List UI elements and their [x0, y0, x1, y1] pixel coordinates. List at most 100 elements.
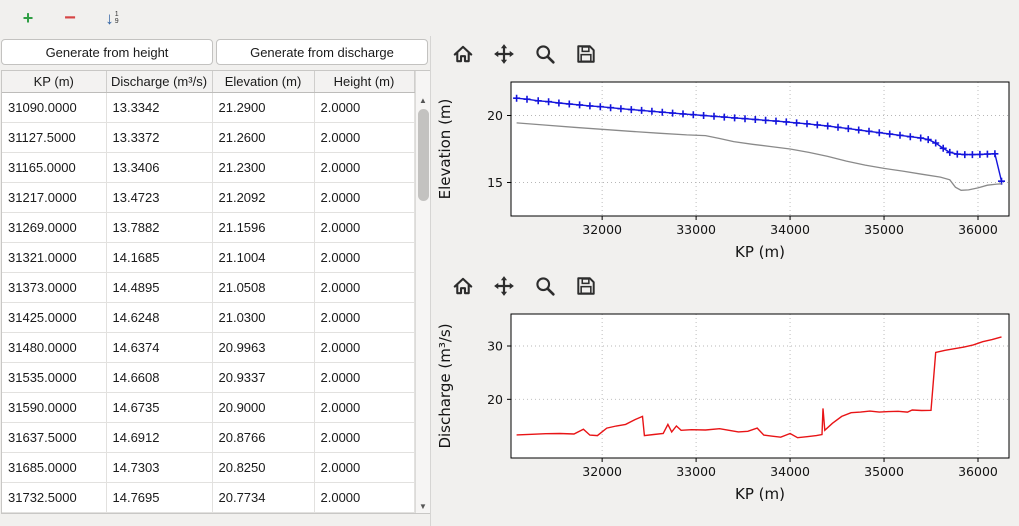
svg-text:35000: 35000: [864, 222, 904, 237]
column-header[interactable]: Height (m): [314, 71, 415, 93]
table-cell[interactable]: 14.6248: [106, 302, 213, 333]
home-button[interactable]: [447, 39, 479, 69]
table-cell[interactable]: 31590.0000: [2, 392, 107, 423]
column-header[interactable]: Discharge (m³/s): [106, 71, 213, 93]
table-cell[interactable]: 2.0000: [314, 122, 415, 153]
table-cell[interactable]: 14.6608: [106, 362, 213, 393]
table-cell[interactable]: 31127.5000: [2, 122, 107, 153]
table-cell[interactable]: 13.7882: [106, 212, 213, 243]
column-header[interactable]: KP (m): [2, 71, 107, 93]
generate-from-discharge-button[interactable]: Generate from discharge: [216, 39, 428, 65]
table-row: 31480.0000 14.6374 20.9963 2.0000: [2, 332, 415, 363]
table-cell[interactable]: 20.7734: [212, 482, 315, 513]
table-row: 31321.0000 14.1685 21.1004 2.0000: [2, 242, 415, 273]
table-cell[interactable]: 31535.0000: [2, 362, 107, 393]
table-cell[interactable]: 31637.5000: [2, 422, 107, 453]
table-cell[interactable]: 2.0000: [314, 242, 415, 273]
zoom-button[interactable]: [529, 271, 561, 301]
generate-from-height-button[interactable]: Generate from height: [1, 39, 213, 65]
discharge-chart[interactable]: 32000 33000 34000 35000 36000 20 30 KP (m) Disch…: [433, 304, 1019, 504]
add-row-button[interactable]: +: [10, 4, 46, 32]
table-cell[interactable]: 21.2092: [212, 182, 315, 213]
table-cell[interactable]: 2.0000: [314, 92, 415, 123]
table-cell[interactable]: 20.9000: [212, 392, 315, 423]
y-axis-label: Elevation (m): [436, 99, 454, 200]
save-button[interactable]: [570, 39, 602, 69]
table-cell[interactable]: 13.3372: [106, 122, 213, 153]
save-button[interactable]: [570, 271, 602, 301]
table-cell[interactable]: 2.0000: [314, 182, 415, 213]
table-row: 31269.0000 13.7882 21.1596 2.0000: [2, 212, 415, 243]
axes-frame: [510, 81, 1010, 217]
vertical-scrollbar[interactable]: ▲ ▼: [414, 71, 430, 513]
y-axis-label: Discharge (m³/s): [436, 323, 454, 448]
table-cell[interactable]: 2.0000: [314, 332, 415, 363]
table-cell[interactable]: 31732.5000: [2, 482, 107, 513]
table-cell[interactable]: 21.0300: [212, 302, 315, 333]
sort-digit-bottom: 9: [114, 18, 119, 25]
table-cell[interactable]: 21.1004: [212, 242, 315, 273]
series-discharge: [516, 336, 1002, 439]
table-cell[interactable]: 2.0000: [314, 452, 415, 483]
table-cell[interactable]: 20.9963: [212, 332, 315, 363]
table-cell[interactable]: 21.2600: [212, 122, 315, 153]
table-cell[interactable]: 21.2900: [212, 92, 315, 123]
elevation-chart-toolbar: [433, 36, 1019, 72]
table-cell[interactable]: 2.0000: [314, 302, 415, 333]
table-cell[interactable]: 20.9337: [212, 362, 315, 393]
home-button[interactable]: [447, 271, 479, 301]
table-cell[interactable]: 31165.0000: [2, 152, 107, 183]
table-cell[interactable]: 21.2300: [212, 152, 315, 183]
table-cell[interactable]: 2.0000: [314, 152, 415, 183]
table-cell[interactable]: 14.7303: [106, 452, 213, 483]
scrollbar-thumb[interactable]: [417, 109, 429, 201]
column-header[interactable]: Elevation (m): [212, 71, 315, 93]
table-cell[interactable]: 14.4895: [106, 272, 213, 303]
zoom-button[interactable]: [529, 39, 561, 69]
elevation-chart[interactable]: 32000 33000 34000 35000 36000 15 20 KP (m) Eleva…: [433, 72, 1019, 262]
table-row: 31127.5000 13.3372 21.2600 2.0000: [2, 122, 415, 153]
svg-text:36000: 36000: [958, 464, 998, 479]
svg-text:20: 20: [487, 108, 503, 123]
table-cell[interactable]: 14.1685: [106, 242, 213, 273]
table-cell[interactable]: 31685.0000: [2, 452, 107, 483]
table-cell[interactable]: 31090.0000: [2, 92, 107, 123]
table-cell[interactable]: 21.1596: [212, 212, 315, 243]
pan-button[interactable]: [488, 39, 520, 69]
table-cell[interactable]: 31269.0000: [2, 212, 107, 243]
table-cell[interactable]: 31425.0000: [2, 302, 107, 333]
table-cell[interactable]: 20.8766: [212, 422, 315, 453]
svg-text:32000: 32000: [582, 464, 622, 479]
plot-area: [511, 82, 1009, 216]
scroll-down-button[interactable]: ▼: [419, 501, 427, 511]
table-cell[interactable]: 13.3406: [106, 152, 213, 183]
table-cell[interactable]: 13.3342: [106, 92, 213, 123]
table-cell[interactable]: 2.0000: [314, 212, 415, 243]
home-icon: [452, 43, 474, 65]
remove-row-button[interactable]: −: [52, 4, 88, 32]
table-cell[interactable]: 20.8250: [212, 452, 315, 483]
scroll-up-button[interactable]: ▲: [419, 95, 427, 105]
sort-button[interactable]: ↓ 1 9: [94, 4, 130, 32]
table-cell[interactable]: 31321.0000: [2, 242, 107, 273]
table-cell[interactable]: 2.0000: [314, 362, 415, 393]
table-cell[interactable]: 14.6374: [106, 332, 213, 363]
table-cell[interactable]: 2.0000: [314, 272, 415, 303]
pan-button[interactable]: [488, 271, 520, 301]
table-cell[interactable]: 21.0508: [212, 272, 315, 303]
table-cell[interactable]: 14.7695: [106, 482, 213, 513]
table-cell[interactable]: 13.4723: [106, 182, 213, 213]
table-cell[interactable]: 2.0000: [314, 422, 415, 453]
table-cell[interactable]: 31217.0000: [2, 182, 107, 213]
table-cell[interactable]: 31480.0000: [2, 332, 107, 363]
x-axis-label: KP (m): [735, 243, 785, 261]
table-cell[interactable]: 14.6735: [106, 392, 213, 423]
save-icon: [575, 43, 597, 65]
remove-icon: −: [64, 7, 76, 29]
table-cell[interactable]: 2.0000: [314, 482, 415, 513]
table-cell[interactable]: 31373.0000: [2, 272, 107, 303]
table-cell[interactable]: 2.0000: [314, 392, 415, 423]
table-cell[interactable]: 14.6912: [106, 422, 213, 453]
table-row: 31732.5000 14.7695 20.7734 2.0000: [2, 482, 415, 513]
